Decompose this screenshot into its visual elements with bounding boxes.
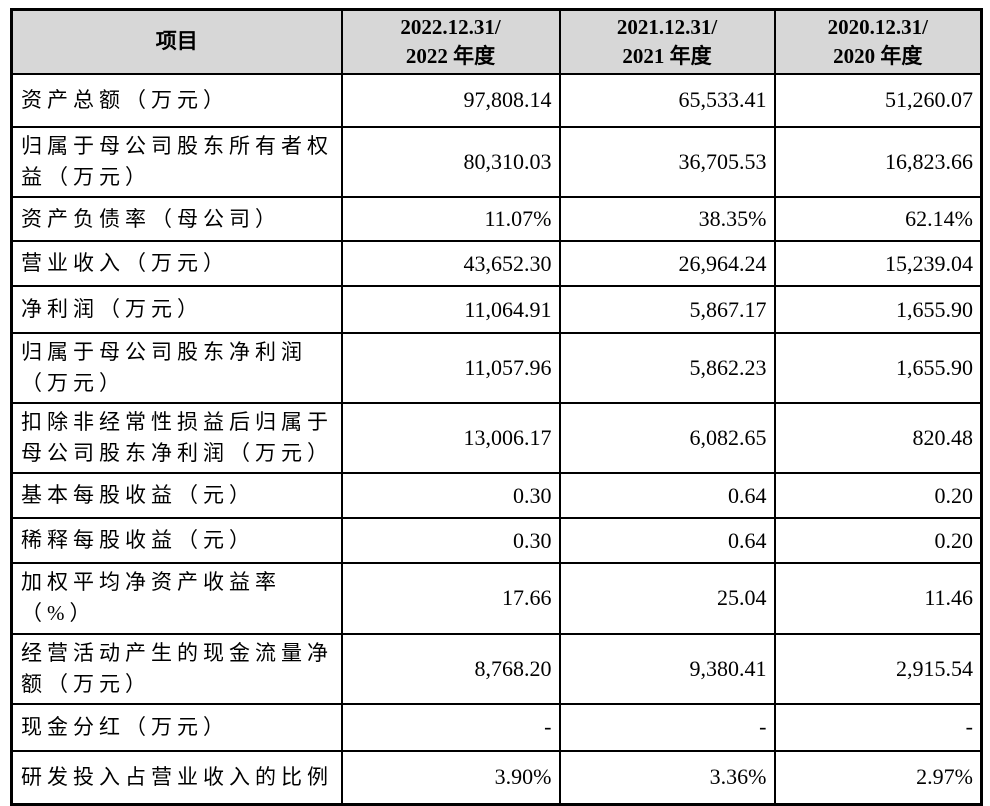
row-value-2020: 62.14% (773, 196, 983, 243)
row-value-2021: 3.36% (558, 749, 776, 806)
table-row-operating-cash-flow: 经营活动产生的现金流量净额（万元） 8,768.20 9,380.41 2,91… (10, 632, 983, 705)
row-label: 资产负债率（母公司） (10, 196, 343, 243)
row-value-2020: 1,655.90 (773, 285, 983, 335)
header-period-date: 2022.12.31/ (400, 15, 501, 39)
row-value-2022: 11,064.91 (340, 285, 561, 335)
row-value-2021: 5,867.17 (558, 285, 776, 335)
row-value-2021: - (558, 702, 776, 752)
table-row-debt-ratio: 资产负债率（母公司） 11.07% 38.35% 62.14% (10, 196, 983, 243)
row-value-2020: 2,915.54 (773, 632, 983, 705)
row-label: 经营活动产生的现金流量净额（万元） (10, 632, 343, 705)
header-cell-period-2021: 2021.12.31/ 2021 年度 (558, 8, 776, 75)
row-value-2022: 17.66 (340, 562, 561, 635)
row-value-2021: 0.64 (558, 472, 776, 520)
row-value-2020: 0.20 (773, 472, 983, 520)
row-value-2021: 25.04 (558, 562, 776, 635)
row-value-2021: 5,862.23 (558, 332, 776, 405)
row-value-2022: 13,006.17 (340, 402, 561, 475)
row-value-2020: 11.46 (773, 562, 983, 635)
row-value-2022: 11.07% (340, 196, 561, 243)
header-period-year: 2021 年度 (622, 43, 712, 68)
table-row-cash-dividend: 现金分红（万元） - - - (10, 702, 983, 752)
header-cell-period-2022: 2022.12.31/ 2022 年度 (340, 8, 561, 75)
row-value-2021: 38.35% (558, 196, 776, 243)
row-value-2020: - (773, 702, 983, 752)
row-label: 基本每股收益（元） (10, 472, 343, 520)
row-value-2020: 16,823.66 (773, 125, 983, 199)
table-row-basic-eps: 基本每股收益（元） 0.30 0.64 0.20 (10, 472, 983, 520)
row-value-2021: 36,705.53 (558, 125, 776, 199)
header-period-date: 2021.12.31/ (616, 15, 718, 39)
header-cell-item: 项目 (10, 8, 343, 75)
row-label: 净利润（万元） (10, 285, 343, 335)
financial-summary-table: 项目 2022.12.31/ 2022 年度 2021.12.31/ 2021 … (10, 8, 983, 806)
row-value-2022: 11,057.96 (340, 332, 561, 405)
row-label: 资产总额（万元） (10, 72, 343, 128)
row-value-2022: 3.90% (340, 749, 561, 806)
row-value-2022: - (340, 702, 561, 752)
row-value-2020: 2.97% (773, 749, 983, 806)
header-row: 项目 2022.12.31/ 2022 年度 2021.12.31/ 2021 … (10, 8, 983, 75)
table-row-parent-equity: 归属于母公司股东所有者权益（万元） 80,310.03 36,705.53 16… (10, 125, 983, 199)
row-value-2020: 0.20 (773, 517, 983, 565)
table-row-net-profit: 净利润（万元） 11,064.91 5,867.17 1,655.90 (10, 285, 983, 335)
row-label: 加权平均净资产收益率（%） (10, 562, 343, 635)
row-label: 营业收入（万元） (10, 240, 343, 288)
table-row-diluted-eps: 稀释每股收益（元） 0.30 0.64 0.20 (10, 517, 983, 565)
table-row-rd-revenue-ratio: 研发投入占营业收入的比例 3.90% 3.36% 2.97% (10, 749, 983, 806)
header-period-year: 2022 年度 (405, 43, 496, 68)
row-value-2020: 1,655.90 (773, 332, 983, 405)
row-label: 归属于母公司股东所有者权益（万元） (10, 125, 343, 199)
row-value-2022: 80,310.03 (340, 125, 561, 199)
row-value-2021: 0.64 (558, 517, 776, 565)
table-row-total-assets: 资产总额（万元） 97,808.14 65,533.41 51,260.07 (10, 72, 983, 128)
row-value-2022: 43,652.30 (340, 240, 561, 288)
row-value-2021: 6,082.65 (558, 402, 776, 475)
table-row-weighted-avg-roe: 加权平均净资产收益率（%） 17.66 25.04 11.46 (10, 562, 983, 635)
header-cell-period-2020: 2020.12.31/ 2020 年度 (773, 8, 983, 75)
header-period-year: 2020 年度 (833, 43, 923, 68)
row-label: 稀释每股收益（元） (10, 517, 343, 565)
row-value-2022: 97,808.14 (340, 72, 561, 128)
row-label: 归属于母公司股东净利润（万元） (10, 332, 343, 405)
row-value-2020: 51,260.07 (773, 72, 983, 128)
table-row-parent-net-profit: 归属于母公司股东净利润（万元） 11,057.96 5,862.23 1,655… (10, 332, 983, 405)
row-value-2021: 65,533.41 (558, 72, 776, 128)
table-row-operating-revenue: 营业收入（万元） 43,652.30 26,964.24 15,239.04 (10, 240, 983, 288)
table-row-deducted-net-profit: 扣除非经常性损益后归属于母公司股东净利润（万元） 13,006.17 6,082… (10, 402, 983, 475)
row-label: 现金分红（万元） (10, 702, 343, 752)
row-value-2022: 8,768.20 (340, 632, 561, 705)
row-value-2022: 0.30 (340, 517, 561, 565)
row-value-2020: 820.48 (773, 402, 983, 475)
header-period-date: 2020.12.31/ (827, 15, 928, 39)
financial-summary-table-container: 项目 2022.12.31/ 2022 年度 2021.12.31/ 2021 … (10, 8, 983, 806)
row-value-2021: 26,964.24 (558, 240, 776, 288)
row-value-2022: 0.30 (340, 472, 561, 520)
row-value-2020: 15,239.04 (773, 240, 983, 288)
row-value-2021: 9,380.41 (558, 632, 776, 705)
row-label: 研发投入占营业收入的比例 (10, 749, 343, 806)
row-label: 扣除非经常性损益后归属于母公司股东净利润（万元） (10, 402, 343, 475)
